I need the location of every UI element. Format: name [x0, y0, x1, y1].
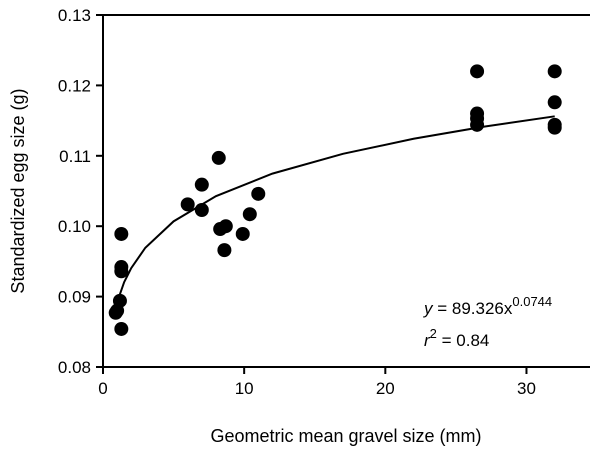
- point: [114, 264, 129, 279]
- point: [547, 120, 562, 135]
- y-tick-label: 0.10: [58, 217, 91, 236]
- eq-body: = 89.326x: [433, 299, 513, 318]
- point: [114, 226, 129, 241]
- x-tick-label: 0: [98, 379, 107, 398]
- point: [114, 321, 129, 336]
- y-axis-label: Standardized egg size (g): [8, 88, 28, 293]
- x-tick-label: 10: [235, 379, 254, 398]
- y-tick-label: 0.08: [58, 358, 91, 377]
- fit-curve: [114, 115, 555, 307]
- y-tick-label: 0.11: [59, 147, 91, 166]
- point: [242, 207, 257, 222]
- y-tick-label: 0.12: [58, 76, 91, 95]
- point: [218, 219, 233, 234]
- equation: y = 89.326x0.0744: [423, 294, 552, 318]
- point: [211, 150, 226, 165]
- r2-body: = 0.84: [437, 331, 489, 350]
- r2: r2 = 0.84: [424, 326, 489, 350]
- point: [194, 203, 209, 218]
- y-tick-label: 0.13: [58, 6, 91, 25]
- point: [217, 243, 232, 258]
- point: [112, 293, 127, 308]
- r2-var: r: [424, 331, 431, 350]
- point: [470, 64, 485, 79]
- y-tick-label: 0.09: [58, 288, 91, 307]
- x-tick-label: 20: [376, 379, 395, 398]
- r2-exp: 2: [430, 326, 437, 341]
- eq-var: y: [423, 299, 434, 318]
- eq-exp: 0.0744: [512, 294, 552, 309]
- point: [470, 117, 485, 132]
- point: [235, 226, 250, 241]
- x-tick-label: 30: [517, 379, 536, 398]
- x-axis-label: Geometric mean gravel size (mm): [210, 426, 481, 446]
- point: [180, 197, 195, 212]
- point: [547, 64, 562, 79]
- point: [194, 177, 209, 192]
- point: [547, 95, 562, 110]
- point: [251, 186, 266, 201]
